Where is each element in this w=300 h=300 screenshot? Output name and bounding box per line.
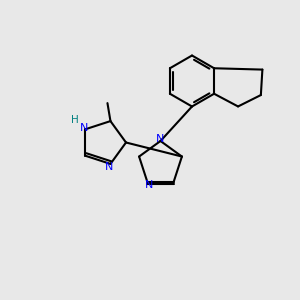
Text: N: N bbox=[145, 180, 153, 190]
Text: N: N bbox=[80, 123, 88, 133]
Text: N: N bbox=[105, 162, 113, 172]
Text: H: H bbox=[71, 115, 79, 125]
Text: N: N bbox=[156, 134, 165, 145]
